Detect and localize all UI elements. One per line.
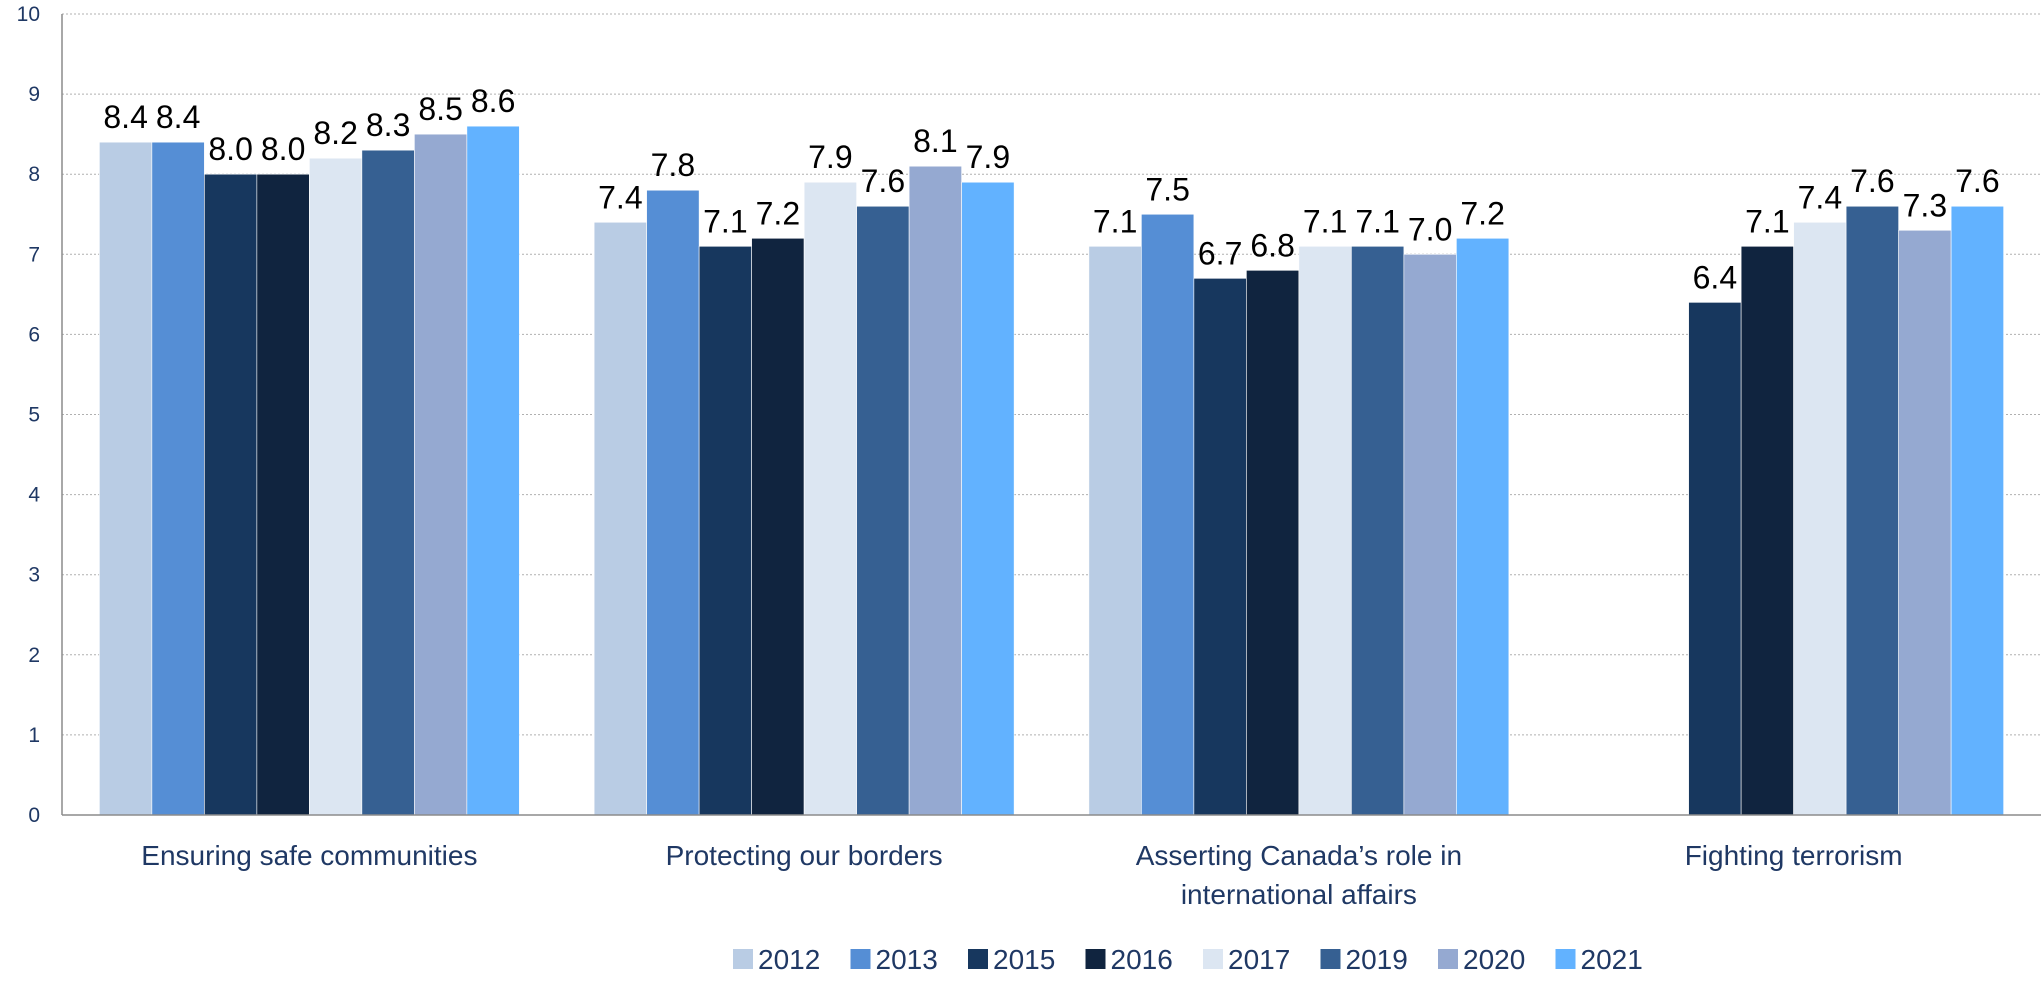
bar-2013 [1141, 213, 1195, 816]
legend-swatch-2017 [1203, 949, 1223, 969]
data-label: 8.3 [366, 107, 410, 143]
y-axis-ticks: 0 1 2 3 4 5 6 7 8 9 10 [17, 3, 41, 827]
bar-2017 [1298, 245, 1352, 816]
legend-label: 2020 [1463, 944, 1525, 975]
legend-label: 2016 [1111, 944, 1173, 975]
y-tick-label: 0 [28, 804, 40, 827]
data-label: 7.1 [1745, 203, 1789, 239]
bar-2012 [593, 221, 647, 816]
x-category-label: Ensuring safe communities [141, 840, 477, 871]
legend-label: 2019 [1346, 944, 1408, 975]
data-label: 7.9 [808, 139, 852, 175]
bar-2017 [803, 181, 857, 816]
x-category-label: international affairs [1181, 879, 1417, 910]
data-labels: 8.4 8.48.0 8.0 8.2 8.3 8.5 8.67.47.87.1 7.27.97… [103, 83, 1999, 295]
data-label: 8.4 [156, 99, 200, 135]
legend-swatch-2019 [1320, 949, 1341, 969]
y-tick-label: 10 [17, 3, 40, 26]
bar-2020 [1403, 254, 1457, 816]
x-category-label: Fighting terrorism [1685, 840, 1903, 871]
data-label: 7.6 [861, 163, 905, 199]
bar-2020 [414, 133, 468, 816]
bar-2015 [204, 173, 258, 816]
data-label: 7.8 [651, 147, 695, 183]
bar-2013 [646, 189, 700, 816]
data-label: 8.5 [418, 91, 462, 127]
legend-label: 2021 [1581, 944, 1643, 975]
y-tick-label: 5 [28, 404, 40, 427]
bar-2019 [361, 149, 415, 816]
bar-2021 [1456, 237, 1510, 816]
y-tick-label: 7 [28, 243, 40, 266]
bar-2012 [1088, 245, 1142, 816]
bar-2016 [256, 173, 310, 816]
bars [99, 125, 2004, 816]
data-label: 7.1 [1093, 203, 1137, 239]
data-label: 7.2 [756, 195, 800, 231]
legend-label: 2017 [1228, 944, 1290, 975]
data-label: 7.3 [1903, 187, 1947, 223]
bar-2015 [698, 245, 752, 816]
legend: 2012 2013 2015 2016 2017 2019 2020 2021 [733, 944, 1643, 975]
legend-swatch-2021 [1555, 949, 1576, 969]
bar-2020 [908, 165, 962, 816]
x-category-label: Asserting Canada’s role in [1136, 840, 1462, 871]
bar-2016 [1246, 270, 1300, 816]
legend-swatch-2012 [733, 949, 753, 969]
data-label: 7.9 [966, 139, 1010, 175]
bar-2016 [751, 237, 805, 816]
bar-2021 [1950, 205, 2004, 816]
bar-2021 [961, 181, 1015, 816]
y-tick-label: 1 [28, 724, 40, 747]
bar-2015 [1193, 278, 1247, 816]
data-label: 7.6 [1955, 163, 1999, 199]
legend-swatch-2015 [968, 949, 988, 969]
data-label: 7.1 [1303, 203, 1347, 239]
data-label: 8.4 [103, 99, 147, 135]
legend-label: 2012 [758, 944, 820, 975]
legend-label: 2013 [876, 944, 938, 975]
legend-swatch-2016 [1085, 949, 1106, 969]
y-tick-label: 8 [28, 163, 40, 186]
data-label: 6.4 [1693, 259, 1737, 295]
data-label: 7.4 [598, 179, 642, 215]
data-label: 8.0 [261, 131, 305, 167]
legend-swatch-2020 [1438, 949, 1458, 969]
x-axis-categories: Ensuring safe communities Protecting our … [141, 840, 1902, 910]
bar-2020 [1898, 229, 1952, 816]
data-label: 6.7 [1198, 235, 1242, 271]
data-label: 8.0 [208, 131, 252, 167]
bar-2015 [1688, 302, 1742, 816]
bar-2019 [856, 205, 910, 816]
data-label: 8.6 [471, 83, 515, 119]
legend-swatch-2013 [850, 949, 871, 969]
data-label: 7.6 [1850, 163, 1894, 199]
data-label: 8.1 [913, 123, 957, 159]
bar-2017 [309, 157, 363, 816]
bar-2012 [99, 141, 153, 816]
bar-2019 [1351, 245, 1405, 816]
y-tick-label: 4 [28, 484, 40, 507]
data-label: 7.0 [1408, 211, 1452, 247]
data-label: 7.4 [1798, 179, 1842, 215]
bar-2021 [466, 125, 520, 816]
x-category-label: Protecting our borders [666, 840, 943, 871]
data-label: 7.2 [1460, 195, 1504, 231]
bar-2016 [1740, 245, 1794, 816]
data-label: 7.1 [1355, 203, 1399, 239]
bar-2019 [1845, 205, 1899, 816]
bar-2013 [151, 141, 205, 816]
legend-label: 2015 [993, 944, 1055, 975]
y-tick-label: 2 [28, 644, 40, 667]
data-label: 7.5 [1145, 171, 1189, 207]
data-label: 6.8 [1250, 227, 1294, 263]
bar-2017 [1793, 221, 1847, 816]
y-tick-label: 3 [28, 564, 40, 587]
y-tick-label: 6 [28, 323, 40, 346]
data-label: 7.1 [703, 203, 747, 239]
y-tick-label: 9 [28, 83, 40, 106]
data-label: 8.2 [313, 115, 357, 151]
